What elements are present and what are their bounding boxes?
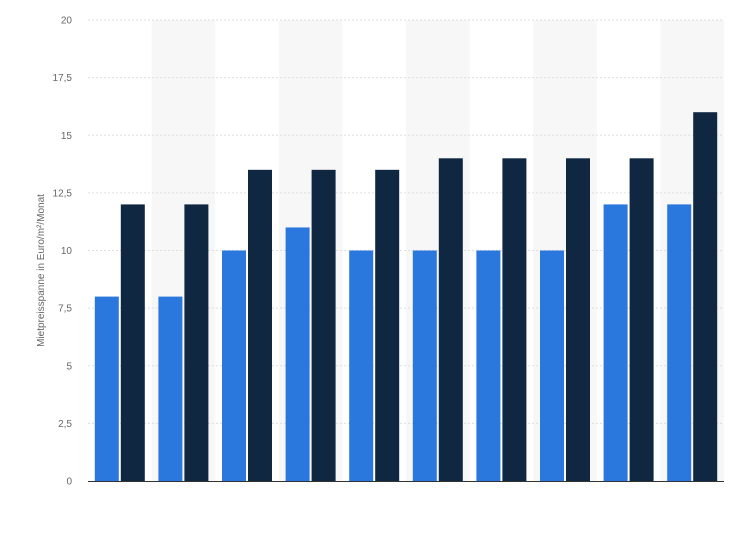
bar [412,250,437,481]
bar [566,158,590,482]
y-tick-label: 7,5 [58,304,72,315]
y-tick-label: 20 [61,16,73,27]
y-axis-ticks: 0 2,5 5 7,5 10 12,5 15 17,5 20 [53,16,73,488]
bar [438,158,463,482]
bar [184,204,209,481]
bar [158,296,183,481]
bars [94,112,718,482]
y-tick-label: 2,5 [58,419,72,430]
bar [375,169,400,481]
y-tick-label: 10 [61,246,73,257]
y-tick-label: 12,5 [53,188,73,199]
y-tick-label: 5 [66,361,72,372]
bar [502,158,527,482]
bar [667,204,692,481]
bar [248,169,272,481]
bar [120,204,145,481]
bar [603,204,628,481]
bar [285,227,310,481]
bar [540,250,564,481]
bar [94,296,119,481]
bar [311,169,336,481]
bar [222,250,246,481]
bar [349,250,374,481]
y-axis-label: Mietpreisspanne in Euro/m²/Monat [36,194,47,347]
y-tick-label: 0 [66,477,72,488]
y-tick-label: 17,5 [53,73,73,84]
bar [476,250,501,481]
bar [629,158,654,482]
y-tick-label: 15 [61,131,73,142]
bar [693,112,718,481]
